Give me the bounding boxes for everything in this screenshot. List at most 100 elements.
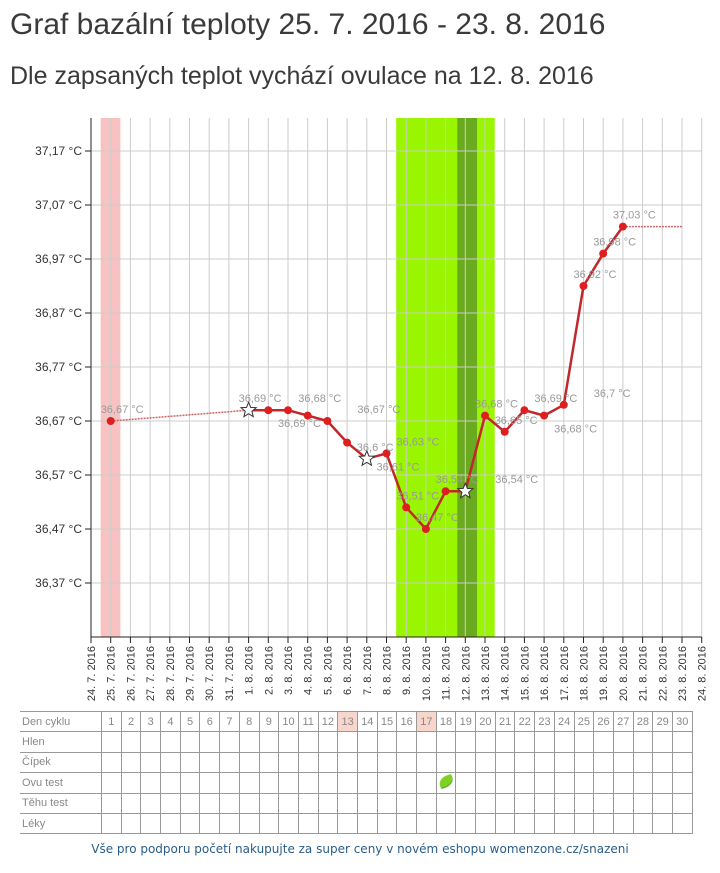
entry-cell[interactable] <box>120 772 142 794</box>
entry-cell[interactable] <box>238 792 260 814</box>
entry-cell[interactable] <box>356 772 378 794</box>
entry-cell[interactable] <box>297 751 319 774</box>
entry-cell[interactable] <box>593 772 614 794</box>
entry-cell[interactable] <box>671 812 693 835</box>
entry-cell[interactable] <box>160 792 181 814</box>
entry-cell[interactable] <box>317 772 339 794</box>
entry-cell[interactable] <box>278 731 299 753</box>
entry-cell[interactable] <box>514 792 536 814</box>
entry-cell[interactable] <box>475 751 496 774</box>
entry-cell[interactable] <box>356 731 378 753</box>
entry-cell[interactable] <box>317 792 339 814</box>
entry-cell[interactable] <box>199 731 221 753</box>
entry-cell[interactable] <box>612 812 634 835</box>
entry-cell[interactable] <box>278 751 299 774</box>
entry-cell[interactable] <box>258 812 280 835</box>
eshop-link[interactable]: Vše pro podporu početí nakupujte za supe… <box>91 842 629 856</box>
entry-cell[interactable] <box>553 812 575 835</box>
entry-cell[interactable] <box>494 792 516 814</box>
entry-cell[interactable] <box>416 792 437 814</box>
entry-cell[interactable] <box>179 751 201 774</box>
entry-cell[interactable] <box>396 772 417 794</box>
entry-cell[interactable] <box>337 812 358 835</box>
entry-cell[interactable] <box>219 731 240 753</box>
entry-cell[interactable] <box>534 731 555 753</box>
entry-cell[interactable] <box>199 812 221 835</box>
entry-cell[interactable] <box>573 772 595 794</box>
entry-cell[interactable] <box>140 792 162 814</box>
entry-cell[interactable] <box>573 812 595 835</box>
entry-cell[interactable] <box>199 751 221 774</box>
entry-cell[interactable] <box>160 751 181 774</box>
entry-cell[interactable] <box>140 812 162 835</box>
entry-cell[interactable] <box>416 772 437 794</box>
entry-cell[interactable] <box>199 792 221 814</box>
entry-cell[interactable] <box>494 772 516 794</box>
entry-cell[interactable] <box>671 751 693 774</box>
entry-cell[interactable] <box>376 792 398 814</box>
entry-cell[interactable] <box>416 812 437 835</box>
entry-cell[interactable] <box>258 731 280 753</box>
entry-cell[interactable] <box>258 751 280 774</box>
entry-cell[interactable] <box>376 731 398 753</box>
entry-cell[interactable] <box>179 772 201 794</box>
entry-cell[interactable] <box>494 812 516 835</box>
entry-cell[interactable] <box>219 792 240 814</box>
entry-cell[interactable] <box>416 751 437 774</box>
entry-cell[interactable] <box>475 772 496 794</box>
entry-cell[interactable] <box>593 792 614 814</box>
entry-cell[interactable] <box>278 812 299 835</box>
entry-cell[interactable] <box>632 792 654 814</box>
entry-cell[interactable] <box>534 792 555 814</box>
entry-cell[interactable] <box>612 731 634 753</box>
entry-cell[interactable] <box>297 731 319 753</box>
entry-cell[interactable] <box>297 772 319 794</box>
entry-cell[interactable] <box>199 772 221 794</box>
entry-cell[interactable] <box>337 751 358 774</box>
entry-cell[interactable] <box>376 751 398 774</box>
entry-cell[interactable] <box>356 751 378 774</box>
entry-cell[interactable] <box>514 772 536 794</box>
entry-cell[interactable] <box>140 751 162 774</box>
entry-cell[interactable] <box>376 772 398 794</box>
entry-cell[interactable] <box>652 751 673 774</box>
entry-cell[interactable] <box>573 731 595 753</box>
entry-cell[interactable] <box>593 751 614 774</box>
entry-cell[interactable] <box>534 812 555 835</box>
entry-cell[interactable] <box>396 792 417 814</box>
entry-cell[interactable] <box>317 751 339 774</box>
entry-cell[interactable] <box>553 792 575 814</box>
entry-cell[interactable] <box>356 812 378 835</box>
entry-cell[interactable] <box>514 731 536 753</box>
entry-cell[interactable] <box>101 792 122 814</box>
entry-cell[interactable] <box>140 772 162 794</box>
entry-cell[interactable] <box>101 812 122 835</box>
entry-cell[interactable] <box>455 772 477 794</box>
entry-cell[interactable] <box>258 792 280 814</box>
entry-cell[interactable] <box>278 772 299 794</box>
entry-cell[interactable] <box>120 751 142 774</box>
entry-cell[interactable] <box>297 792 319 814</box>
entry-cell[interactable] <box>435 731 457 753</box>
entry-cell[interactable] <box>435 751 457 774</box>
entry-cell[interactable] <box>179 812 201 835</box>
entry-cell[interactable] <box>632 731 654 753</box>
entry-cell[interactable] <box>553 731 575 753</box>
entry-cell[interactable] <box>612 772 634 794</box>
entry-cell[interactable] <box>238 731 260 753</box>
entry-cell[interactable] <box>416 731 437 753</box>
entry-cell[interactable] <box>435 812 457 835</box>
entry-cell[interactable] <box>514 751 536 774</box>
entry-cell[interactable] <box>101 772 122 794</box>
entry-cell[interactable] <box>101 751 122 774</box>
entry-cell[interactable] <box>632 751 654 774</box>
entry-cell[interactable] <box>435 772 457 794</box>
entry-cell[interactable] <box>396 751 417 774</box>
entry-cell[interactable] <box>140 731 162 753</box>
entry-cell[interactable] <box>278 792 299 814</box>
entry-cell[interactable] <box>534 751 555 774</box>
entry-cell[interactable] <box>297 812 319 835</box>
entry-cell[interactable] <box>160 812 181 835</box>
entry-cell[interactable] <box>396 812 417 835</box>
entry-cell[interactable] <box>455 751 477 774</box>
